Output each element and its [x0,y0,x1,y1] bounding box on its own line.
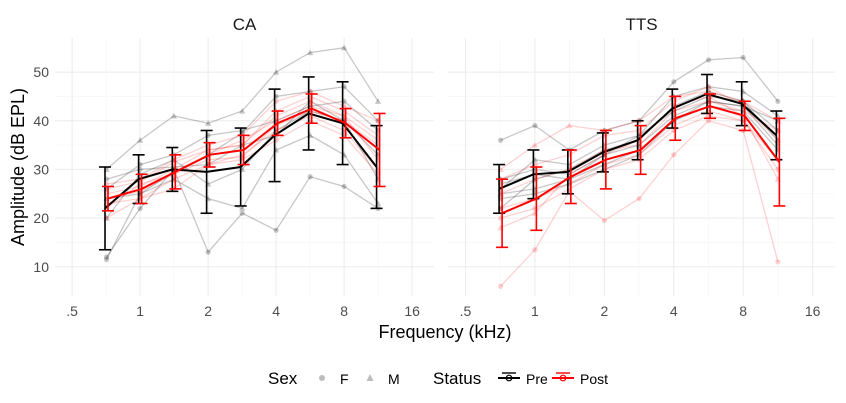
x-tick-label: 8 [340,303,348,319]
legend-label-pre: Pre [526,371,548,387]
y-tick-label: 50 [33,64,49,80]
pre-subject-point [103,256,110,263]
pre-subject-line [105,168,379,258]
post-subject-point [705,118,712,124]
legend-label-f: F [340,371,349,387]
pre-subject-point [775,98,781,104]
pre-subject-line [500,86,779,190]
pre-subject-point [205,249,211,255]
legend-title-status: Status [433,369,481,388]
pre-subject-line [106,100,379,190]
pre-subject-point [103,254,110,260]
x-tick-label: 2 [204,303,212,319]
pre-subject-point [532,123,538,129]
post-subject-point [531,141,539,148]
pre-subject-point [273,227,279,233]
post-subject-line [500,85,779,180]
x-tick-label: 1 [531,303,539,319]
pre-subject-line [500,95,779,180]
x-axis-title: Frequency (kHz) [378,322,511,342]
x-tick-label: 4 [272,303,280,319]
pre-subject-point [740,54,746,61]
pre-subject-line [105,86,379,260]
pre-subject-point [671,79,677,85]
pre-subject-point [136,137,144,143]
pre-subject-line [500,100,779,185]
panel-title: CA [233,15,257,34]
panel-ca: 10 20 30 40 50 .5 1 2 4 8 16 CA [33,15,434,319]
post-subject-line [500,95,779,229]
pre-subject-line [500,90,779,209]
pre-subject-point [238,107,246,114]
legend-label-post: Post [580,371,608,387]
post-mean-line [501,105,781,215]
x-tick-label: .5 [460,303,472,319]
legend-key-point [559,374,567,382]
legend-key-f [319,375,325,381]
pre-subject-point [170,112,178,119]
post-mean-line [107,107,381,200]
pre-subject-point [497,137,504,143]
post-subject-point [775,259,781,265]
x-tick-label: .5 [66,303,78,319]
pre-mean-line [104,112,378,210]
pre-subject-point [306,49,314,56]
pre-subject-line [106,46,379,170]
pre-subject-line [500,105,779,200]
pre-subject-point [341,183,347,190]
post-subject-point [636,196,642,202]
pre-subject-point [137,205,143,211]
post-subject-point [671,152,677,158]
post-subject-line [106,100,379,195]
legend-key-point [505,374,513,382]
pre-subject-point [272,68,280,75]
post-subject-point [497,283,504,289]
x-tick-label: 2 [600,303,608,319]
legend: Sex F M Status Pre Post [268,369,608,388]
panel-background [55,38,434,296]
panel-background [448,38,835,296]
pre-subject-point [204,119,212,126]
pre-subject-line [106,100,379,180]
pre-subject-point [340,44,348,51]
x-tick-label: 8 [739,303,747,319]
post-subject-line [500,110,779,210]
y-axis-title: Amplitude (dB EPL) [8,88,28,246]
post-subject-line [106,115,379,205]
pre-subject-point [374,98,382,104]
pre-subject-line [106,134,379,210]
x-tick-label: 4 [670,303,678,319]
legend-label-m: M [388,371,400,387]
post-subject-line [500,100,779,195]
legend-key-m [366,374,374,381]
post-subject-line [500,120,779,287]
post-subject-point [601,217,607,224]
panel-title: TTS [625,15,657,34]
y-tick-label: 40 [33,113,49,129]
pre-subject-point [307,174,313,180]
y-tick-label: 20 [33,210,49,226]
panel-tts: .5 1 2 4 8 16 TTS [448,15,835,319]
y-tick-label: 10 [33,259,49,275]
x-tick-label: 1 [136,303,144,319]
pre-subject-point [705,57,712,63]
x-tick-label: 16 [404,303,420,319]
post-subject-line [106,120,379,219]
post-subject-point [566,122,573,129]
pre-subject-point [239,210,245,216]
pre-mean-line [498,92,778,190]
post-subject-line [106,105,379,209]
legend-title-sex: Sex [268,369,298,388]
y-tick-label: 30 [33,161,49,177]
x-tick-label: 16 [805,303,821,319]
post-subject-point [532,247,538,253]
pre-subject-point [238,205,246,211]
